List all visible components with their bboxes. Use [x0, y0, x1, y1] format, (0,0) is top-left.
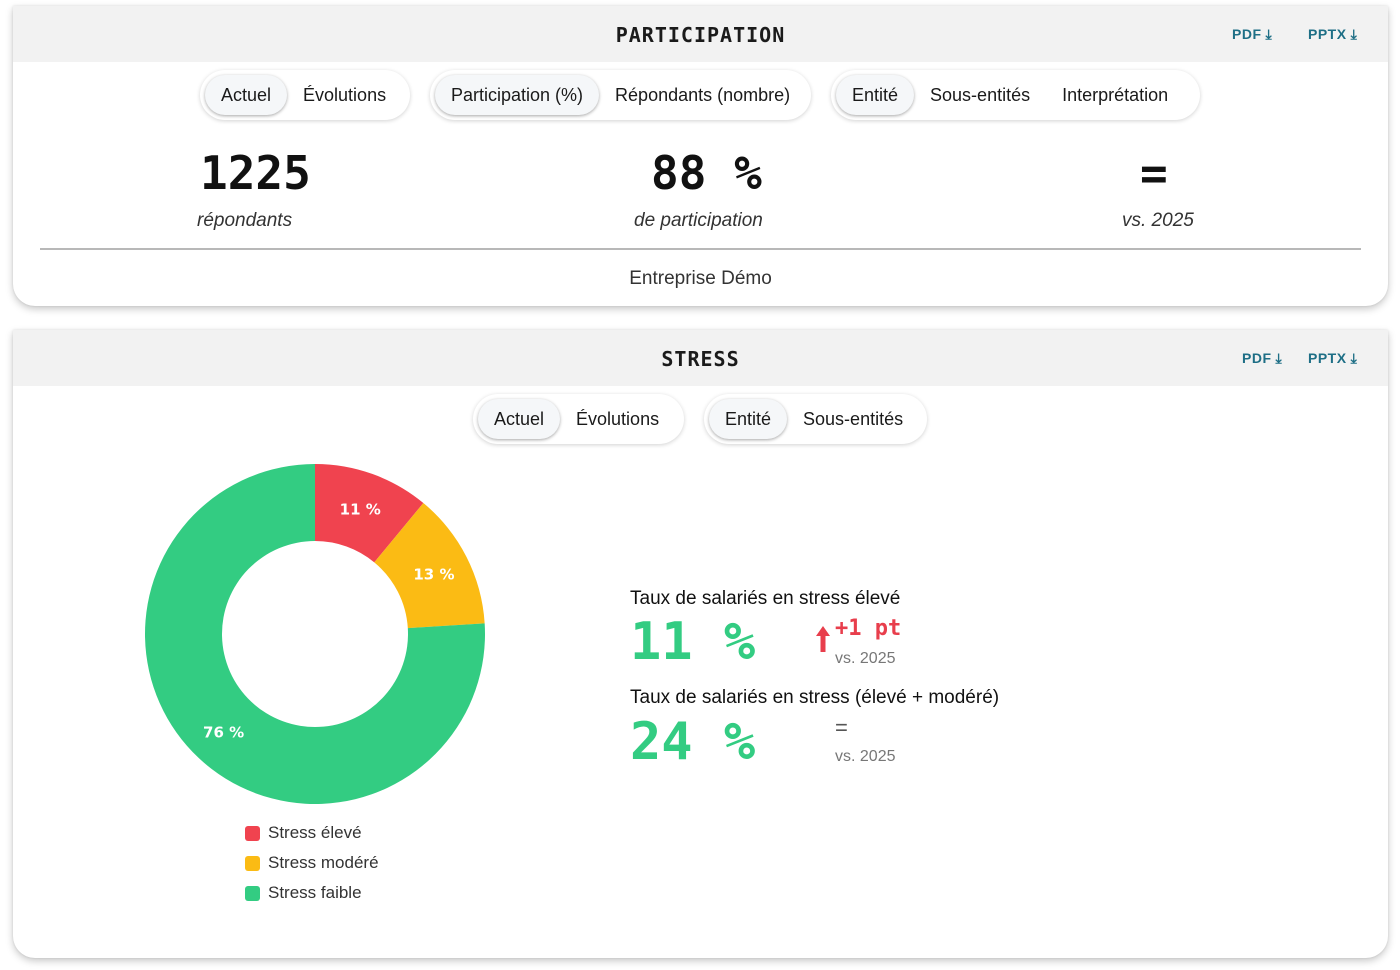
- stat-high-title: Taux de salariés en stress élevé: [630, 588, 901, 609]
- pptx-label: PPTX: [1308, 26, 1347, 42]
- download-icon: ⤓: [1350, 26, 1358, 42]
- legend-item-stress-modere: Stress modéré: [245, 848, 379, 878]
- stat-high-moderate-delta: =: [835, 715, 848, 740]
- pptx-label: PPTX: [1308, 350, 1347, 366]
- legend-label: Stress faible: [268, 883, 362, 902]
- toggle-sous-entites[interactable]: Sous-entités: [803, 408, 904, 429]
- participation-metric-toggle: Participation (%) Répondants (nombre): [430, 70, 811, 120]
- stress-header: STRESS PDF ⤓ PPTX ⤓: [13, 330, 1388, 386]
- participation-pdf-download[interactable]: PDF ⤓: [1232, 26, 1272, 43]
- stress-pdf-download[interactable]: PDF ⤓: [1242, 350, 1282, 367]
- slice-stress-modere[interactable]: [374, 503, 485, 629]
- arrow-up-icon: [816, 626, 830, 652]
- legend-item-stress-faible: Stress faible: [245, 878, 379, 908]
- stress-scope-toggle: Entité Sous-entités: [704, 394, 927, 444]
- legend-swatch-moderate: [245, 855, 260, 871]
- legend-swatch-high: [245, 825, 260, 841]
- slice-stress-eleve[interactable]: [315, 464, 424, 563]
- pdf-label: PDF: [1232, 26, 1262, 42]
- legend-label: Stress modéré: [268, 853, 379, 872]
- stat-high-delta: +1 pt: [835, 616, 902, 641]
- legend-item-stress-eleve: Stress élevé: [245, 818, 379, 848]
- stat-high-vs: vs. 2025: [835, 650, 896, 667]
- stress-donut-chart: 11 % 13 % 76 %: [145, 464, 486, 804]
- toggle-actuel[interactable]: Actuel: [205, 75, 288, 115]
- stress-title: STRESS: [661, 347, 740, 371]
- stress-card: STRESS PDF ⤓ PPTX ⤓ Actuel Évolutions Enti…: [13, 330, 1388, 958]
- slice-data-label: 11 %: [340, 500, 381, 518]
- stress-pptx-download[interactable]: PPTX ⤓: [1308, 350, 1357, 367]
- participation-header: PARTICIPATION PDF ⤓ PPTX ⤓: [13, 6, 1388, 62]
- participation-rate-label: de participation: [634, 210, 763, 231]
- stat-high-moderate-value: 24 %: [630, 712, 756, 772]
- stat-high-moderate-title: Taux de salariés en stress (élevé + modé…: [630, 687, 1000, 708]
- download-icon: ⤓: [1350, 350, 1358, 366]
- download-icon: ⤓: [1275, 350, 1283, 366]
- participation-scope-toggle: Entité Sous-entités Interprétation: [831, 70, 1200, 120]
- participation-rate: 88 %: [651, 146, 762, 200]
- divider: [40, 248, 1361, 250]
- legend-label: Stress élevé: [268, 823, 362, 842]
- slice-stress-faible[interactable]: [145, 464, 486, 804]
- download-icon: ⤓: [1265, 26, 1273, 42]
- participation-title: PARTICIPATION: [615, 23, 786, 47]
- slice-data-label: 76 %: [203, 723, 244, 741]
- respondents-label: répondants: [197, 210, 293, 231]
- participation-card: PARTICIPATION PDF ⤓ PPTX ⤓ Actuel Évolutio…: [13, 6, 1388, 306]
- toggle-repondants-nombre[interactable]: Répondants (nombre): [615, 84, 791, 105]
- toggle-interpretation[interactable]: Interprétation: [1062, 84, 1169, 105]
- entity-name: Entreprise Démo: [629, 268, 772, 289]
- stat-high-value: 11 %: [630, 612, 756, 672]
- stress-legend: Stress élevé Stress modéré Stress faible: [245, 818, 379, 908]
- respondents-count: 1225: [200, 146, 311, 200]
- pdf-label: PDF: [1242, 350, 1272, 366]
- stress-view-toggle: Actuel Évolutions: [473, 394, 684, 444]
- toggle-evolutions[interactable]: Évolutions: [303, 84, 387, 105]
- participation-view-toggle: Actuel Évolutions: [200, 70, 410, 120]
- slice-data-label: 13 %: [413, 565, 454, 583]
- stat-high-moderate-vs: vs. 2025: [835, 748, 896, 765]
- legend-swatch-low: [245, 885, 260, 901]
- toggle-entite[interactable]: Entité: [836, 75, 915, 115]
- toggle-entite[interactable]: Entité: [709, 399, 788, 439]
- participation-trend-label: vs. 2025: [1122, 210, 1194, 231]
- participation-trend: =: [1140, 146, 1168, 200]
- toggle-actuel[interactable]: Actuel: [478, 399, 561, 439]
- toggle-evolutions[interactable]: Évolutions: [576, 408, 660, 429]
- toggle-participation-pct[interactable]: Participation (%): [435, 75, 600, 115]
- participation-pptx-download[interactable]: PPTX ⤓: [1308, 26, 1357, 43]
- toggle-sous-entites[interactable]: Sous-entités: [930, 84, 1031, 105]
